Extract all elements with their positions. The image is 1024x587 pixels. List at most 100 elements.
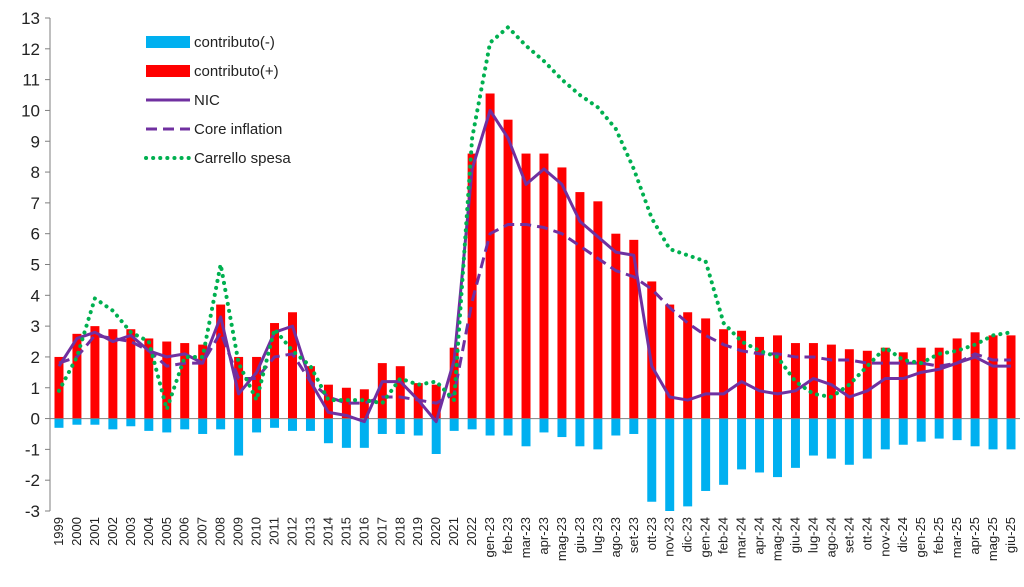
x-tick-label: 2005 [159,517,174,546]
x-tick-label: 2012 [285,517,300,546]
bar-negative-23 [467,418,477,430]
x-tick-label: giu-24 [787,517,802,553]
bar-positive-30 [593,201,603,419]
bar-negative-36 [701,418,711,491]
x-tick-label: ott-23 [644,517,659,550]
y-tick-label: 10 [21,101,40,120]
bar-negative-48 [916,418,926,442]
x-tick-label: nov-24 [877,517,892,557]
bar-negative-21 [431,418,441,454]
bar-negative-26 [521,418,531,447]
bar-negative-31 [611,418,621,436]
bar-positive-32 [629,239,639,419]
x-tick-label: lug-23 [590,517,605,553]
bar-positive-53 [1006,335,1016,419]
x-tick-label: 2013 [302,517,317,546]
legend-swatch-contributo [146,36,190,48]
bar-positive-49 [934,347,944,419]
x-tick-label: feb-23 [500,517,515,554]
bar-negative-20 [413,418,423,436]
bar-positive-2 [90,326,100,419]
bar-negative-25 [503,418,513,436]
bar-positive-31 [611,233,621,419]
bar-positive-13 [288,312,297,419]
bar-positive-26 [521,153,531,419]
legend-label-nic: NIC [194,92,220,109]
bar-positive-18 [377,363,387,419]
bar-negative-52 [988,418,998,450]
bar-negative-47 [898,418,908,445]
x-tick-label: giu-23 [572,517,587,553]
x-tick-label: ago-23 [608,517,623,557]
x-tick-label: set-24 [841,517,856,553]
bar-positive-14 [305,366,315,419]
x-tick-label: mar-24 [734,517,749,558]
bar-positive-4 [126,329,136,419]
bar-negative-39 [755,418,765,473]
x-tick-label: 2018 [392,517,407,546]
bar-negative-12 [270,418,280,428]
bar-positive-40 [773,335,782,419]
x-tick-label: 2019 [410,517,425,546]
x-tick-label: apr-23 [536,517,551,555]
x-tick-label: 2020 [428,517,443,546]
line-core-inflation [58,222,1012,405]
bar-negative-17 [359,418,369,448]
x-tick-label: mar-25 [949,517,964,558]
y-tick-label: -3 [25,502,40,521]
y-tick-label: 8 [31,163,40,182]
bar-negative-40 [773,418,782,478]
x-tick-label: nov-23 [662,517,677,557]
bar-positive-1 [72,333,82,419]
x-tick-label: 2003 [123,517,138,546]
bar-positive-23 [467,153,477,419]
y-tick-label: -1 [25,440,40,459]
x-tick-label: gen-23 [482,517,497,557]
bar-positive-36 [701,318,711,419]
bar-negative-2 [90,418,100,425]
bar-negative-7 [180,418,190,430]
x-tick-label: 2010 [249,517,264,546]
legend: contributo(-) contributo(+) NIC Core inflat… [144,34,291,167]
bar-negative-22 [449,418,459,431]
bar-negative-27 [539,418,549,433]
bar-negative-28 [557,418,567,438]
y-tick-label: 0 [31,410,40,429]
x-tick-label: 2014 [320,517,335,546]
y-tick-label: 12 [21,40,40,59]
y-tick-label: 3 [31,317,40,336]
x-tick-label: lug-24 [805,517,820,553]
bar-negative-38 [737,418,747,470]
bar-negative-33 [647,418,657,502]
bar-negative-9 [216,418,226,430]
bar-positive-38 [737,330,747,419]
bar-positive-27 [539,153,549,419]
bar-negative-34 [665,418,675,511]
x-tick-label: 2017 [374,517,389,546]
x-tick-label: mag-25 [985,517,1000,561]
bar-negative-18 [377,418,387,434]
bar-positive-51 [970,332,980,419]
bar-positive-43 [826,344,836,419]
bar-negative-3 [108,418,118,430]
line-carrello-spesa [56,25,1014,412]
x-tick-label: mag-23 [554,517,569,561]
bar-negative-19 [395,418,405,434]
bar-negative-32 [629,418,639,434]
x-tick-label: 2022 [464,517,479,546]
bar-positive-52 [988,335,998,419]
x-tick-label: 2011 [267,517,282,545]
x-tick-label: ago-24 [823,517,838,557]
x-tick-label: apr-24 [752,517,767,555]
bar-negative-51 [970,418,980,447]
x-tick-label: gen-24 [698,517,713,557]
x-tick-label: feb-24 [716,517,731,554]
bar-negative-5 [144,418,154,431]
bar-positive-5 [144,338,154,419]
bar-positive-42 [808,343,818,419]
bar-negative-4 [126,418,136,427]
bar-positive-17 [359,389,369,419]
bar-positive-15 [323,384,333,419]
bar-negative-8 [198,418,208,434]
